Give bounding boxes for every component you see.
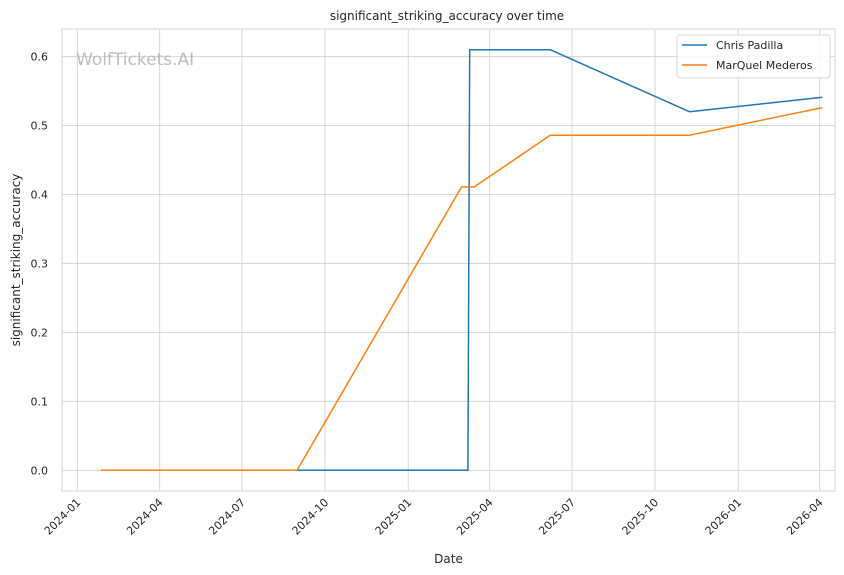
x-axis-title: Date — [434, 552, 463, 566]
y-axis-title: significant_striking_accuracy — [9, 174, 23, 347]
y-axis-ticks: 0.0 0.1 0.2 0.3 0.4 0.5 0.6 — [31, 51, 49, 478]
series-line-0 — [184, 48, 823, 472]
y-tick-label: 0.4 — [31, 188, 49, 201]
series-lines — [100, 48, 823, 472]
x-tick-label: 2024-01 — [42, 496, 84, 538]
chart-title: significant_striking_accuracy over time — [330, 9, 564, 23]
x-tick-label: 2025-10 — [620, 496, 662, 538]
x-tick-label: 2025-07 — [536, 496, 578, 538]
legend-frame — [676, 34, 831, 79]
x-axis-ticks: 2024-01 2024-04 2024-07 2024-10 2025-01 2025-… — [42, 496, 826, 538]
series-line-1 — [100, 106, 823, 472]
x-tick-label: 2024-07 — [206, 496, 248, 538]
watermark: WolfTickets.AI — [76, 50, 194, 70]
legend-label: MarQuel Mederos — [716, 59, 813, 72]
y-tick-label: 0.6 — [31, 51, 49, 64]
y-tick-label: 0.3 — [31, 257, 49, 270]
x-tick-label: 2024-10 — [290, 496, 332, 538]
x-tick-label: 2026-01 — [703, 496, 745, 538]
y-tick-label: 0.2 — [31, 326, 49, 339]
plot-area: 2024-01 2024-04 2024-07 2024-10 2025-01 2025-… — [31, 28, 836, 538]
x-tick-label: 2024-04 — [124, 496, 166, 538]
y-tick-label: 0.0 — [31, 464, 49, 477]
x-tick-label: 2026-04 — [784, 496, 826, 538]
y-tick-label: 0.5 — [31, 120, 49, 133]
legend-label: Chris Padilla — [716, 39, 783, 52]
legend: Chris Padilla MarQuel Mederos — [676, 34, 831, 79]
x-tick-label: 2025-01 — [373, 496, 415, 538]
plot-frame — [61, 28, 836, 492]
x-tick-label: 2025-04 — [454, 496, 496, 538]
y-tick-label: 0.1 — [31, 395, 49, 408]
